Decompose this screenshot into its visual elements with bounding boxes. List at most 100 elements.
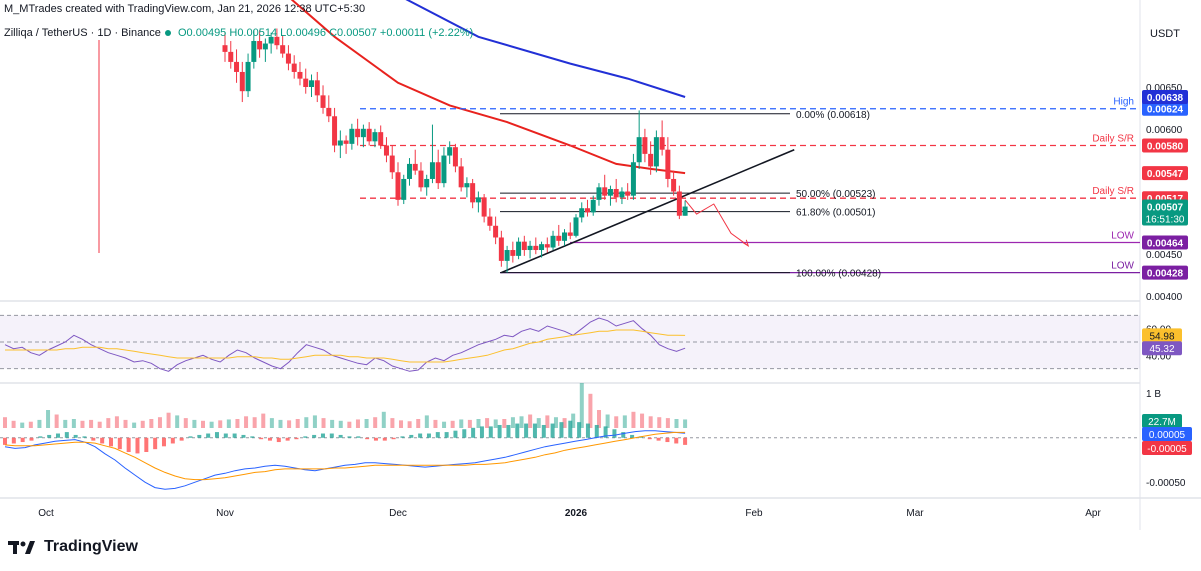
macd-histogram-bar (20, 437, 25, 443)
volume-bar (442, 421, 447, 428)
rsi-value-text: 45.32 (1149, 344, 1174, 355)
volume-bar (467, 419, 472, 428)
candle-body (239, 71, 245, 92)
macd-histogram-bar (409, 434, 414, 438)
volume-bar (201, 420, 206, 428)
candle-body (401, 178, 407, 200)
macd-histogram-bar (338, 434, 343, 438)
macd-histogram-bar (303, 436, 308, 438)
volume-bar (373, 417, 378, 428)
volume-bar (218, 420, 223, 428)
volume-bar (261, 413, 266, 428)
rsi-series-2 (5, 329, 686, 363)
moving-average-tag (1142, 166, 1188, 181)
ohlc-low: L0.00496 (280, 27, 327, 39)
volume-bar (416, 419, 421, 428)
volume-bar (269, 418, 274, 428)
volume-bar (605, 414, 610, 428)
macd-value-text: 0.00005 (1149, 430, 1186, 441)
time-axis-tick: Mar (906, 508, 924, 519)
macd-histogram-bar (3, 437, 7, 445)
candle-body (245, 61, 251, 92)
macd-histogram-bar (179, 437, 184, 441)
volume-bar (106, 418, 111, 428)
volume-bar (3, 417, 7, 428)
candle-body (619, 191, 625, 198)
volume-bar (674, 419, 679, 428)
candle-body (228, 51, 234, 62)
candle-body (360, 128, 366, 138)
macd-histogram-bar (506, 424, 511, 438)
volume-bar (364, 419, 369, 428)
macd-histogram-bar (82, 436, 87, 438)
volume-bar (252, 417, 257, 428)
volume-bar (640, 413, 645, 428)
ascending-trendline (501, 148, 795, 274)
volume-bar (37, 419, 42, 428)
macd-histogram-bar (29, 437, 34, 441)
candle-body (630, 162, 636, 196)
time-axis-tick: Apr (1085, 508, 1101, 519)
symbol-title[interactable]: Zilliqa / TetherUS · 1D · Binance (4, 27, 161, 39)
candle-body (613, 188, 619, 198)
volume-bar (450, 420, 455, 428)
macd-histogram-bar (453, 430, 458, 438)
symbol-legend: Zilliqa / TetherUS · 1D · Binance O0.004… (4, 27, 473, 39)
candle-body (665, 149, 671, 179)
macd-histogram-bar (250, 436, 255, 438)
tradingview-logo-icon (8, 541, 35, 554)
candle-body (475, 197, 481, 203)
macd-histogram-bar (577, 422, 582, 438)
macd-histogram-bar (223, 433, 228, 438)
volume-bar (614, 416, 619, 428)
volume-bar (648, 416, 653, 428)
macd-histogram-bar (621, 432, 626, 438)
candle-body (343, 140, 349, 144)
macd-histogram-bar (541, 424, 546, 438)
last-price-value: 0.00507 (1147, 203, 1184, 214)
volume-bar (54, 414, 59, 428)
rsi-value-tag (1142, 328, 1182, 343)
volume-bar (20, 422, 25, 428)
projection-path (684, 199, 749, 247)
candle-body (441, 155, 447, 184)
volume-bar (476, 419, 481, 428)
macd-histogram-bar (188, 436, 193, 438)
volume-bar (183, 418, 188, 428)
volume-value-tag (1142, 414, 1182, 428)
ohlc-close: C0.00507 (329, 27, 377, 39)
fib-level-label: 50.00% (0.00523) (796, 189, 876, 200)
macd-histogram-bar (630, 434, 635, 438)
volume-bar (11, 420, 16, 428)
macd-histogram-bar (683, 437, 688, 445)
candle-body (372, 132, 378, 142)
volume-bar (519, 416, 524, 428)
candle-body (291, 63, 297, 72)
volume-bar (132, 422, 137, 428)
volume-bar (140, 420, 145, 428)
volume-bar (80, 420, 85, 428)
volume-bar (149, 419, 154, 428)
volume-bar (459, 419, 464, 428)
volume-bar (46, 410, 51, 428)
volume-bar (536, 418, 541, 428)
candle-body (447, 147, 453, 156)
candle-body (648, 153, 654, 167)
currency-label[interactable]: USDT (1150, 28, 1180, 40)
price-axis-tick: 0.00600 (1146, 125, 1183, 136)
candle-body (406, 163, 412, 179)
level-price-tag-text: 0.00580 (1147, 142, 1184, 153)
fib-level-label: 61.80% (0.00501) (796, 208, 876, 219)
moving-average-2 (405, 0, 686, 98)
macd-axis-tick: -0.00050 (1146, 478, 1186, 489)
volume-bar (304, 417, 309, 428)
candle-body (458, 166, 464, 188)
macd-histogram-bar (365, 437, 370, 440)
volume-bar (390, 418, 395, 428)
volume-bar (97, 421, 102, 428)
price-axis-tick: 0.00450 (1146, 250, 1183, 261)
volume-bar (510, 417, 515, 428)
macd-histogram-bar (382, 437, 387, 441)
macd-histogram-bar (161, 437, 166, 447)
